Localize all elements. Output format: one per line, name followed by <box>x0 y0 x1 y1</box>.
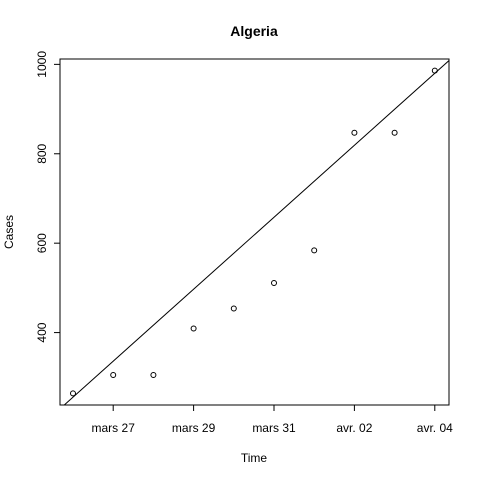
data-point <box>271 279 277 286</box>
y-tick-label: 600 <box>35 233 49 253</box>
data-point <box>431 67 438 74</box>
y-tick-label: 800 <box>35 143 49 163</box>
data-point <box>190 325 197 332</box>
trend-line-group <box>63 59 449 405</box>
data-point <box>70 390 76 397</box>
x-tick-label: mars 31 <box>252 421 296 435</box>
y-axis-label: Cases <box>2 215 16 249</box>
x-tick-label: avr. 04 <box>417 421 453 435</box>
data-points <box>70 67 438 397</box>
data-point <box>110 372 117 379</box>
trend-line <box>63 59 449 405</box>
x-tick-label: avr. 02 <box>336 421 372 435</box>
y-axis: 400 600 800 1000 <box>35 51 60 343</box>
x-axis: mars 27 mars 29 mars 31 avr. 02 avr. 04 <box>92 405 453 435</box>
data-point <box>150 372 157 379</box>
y-tick-label: 400 <box>35 322 49 342</box>
x-axis-label: Time <box>241 451 268 465</box>
y-tick-label: 1000 <box>35 51 49 78</box>
data-point <box>391 129 398 136</box>
x-tick-label: mars 27 <box>92 421 136 435</box>
data-point <box>230 305 237 312</box>
chart-title: Algeria <box>230 23 278 39</box>
data-point <box>351 129 358 136</box>
data-point <box>311 247 318 254</box>
plot-frame <box>59 58 450 406</box>
x-tick-label: mars 29 <box>172 421 216 435</box>
